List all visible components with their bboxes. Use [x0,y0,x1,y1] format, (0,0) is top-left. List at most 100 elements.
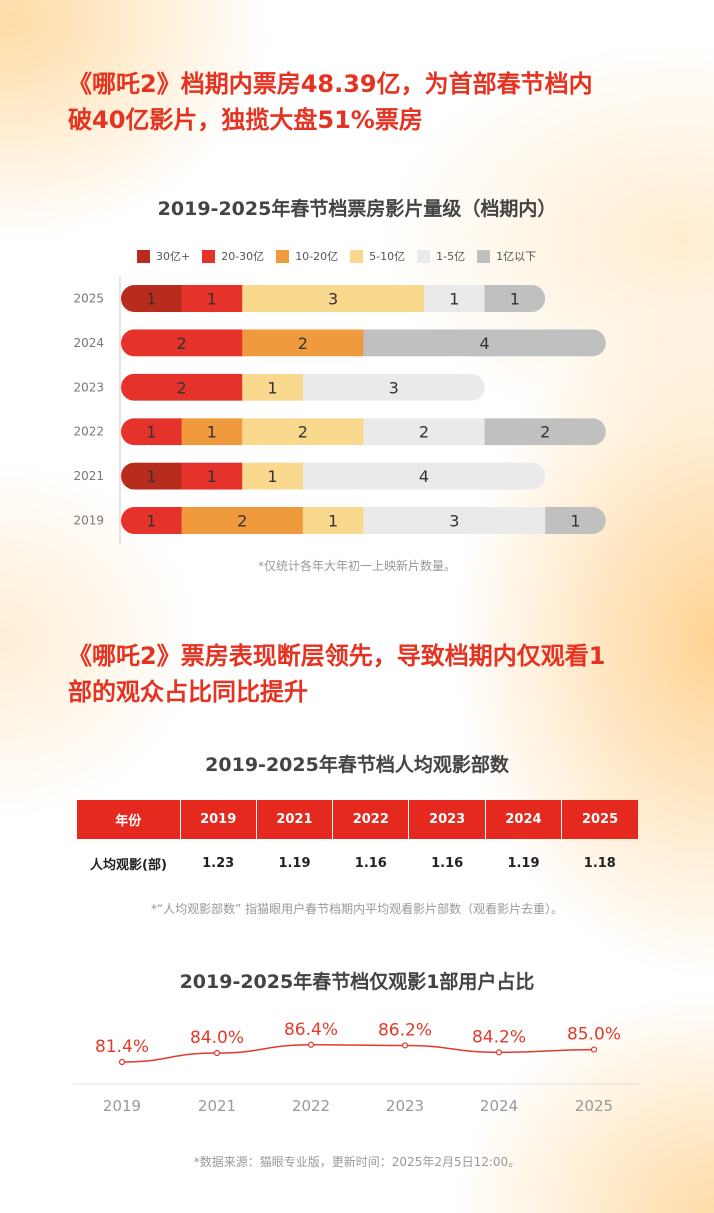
bar-segment [302,462,546,490]
bar-data-label: 2 [177,334,187,353]
legend-label: 1亿以下 [496,250,537,263]
bar-segment [121,507,183,534]
bar-data-label: 2 [237,512,247,531]
legend-swatch [417,249,431,263]
point-value-label: 84.2% [472,1027,526,1047]
bar-row [121,329,606,357]
bar-data-label: 4 [480,334,490,353]
legend-item: 1-5亿 [417,248,465,264]
x-tick-label: 2024 [480,1097,518,1115]
bar-segment [181,507,304,534]
bar-segment [242,418,364,446]
table-header-year: 2023 [408,800,486,839]
data-point [307,1041,315,1048]
legend-item: 20-30亿 [202,248,264,264]
table-row: 人均观影(部) 1.23 1.19 1.16 1.16 1.19 1.18 [77,839,638,887]
bar-data-label: 2 [298,334,308,353]
bar-segment [242,285,425,312]
bar-segment [242,462,304,490]
legend-item: 30亿+ [137,248,190,264]
bar-data-label: 1 [146,467,156,486]
stacked-bar-chart: 2025 1 1 3 1 1 2024 2 2 4 2023 2 1 3 2022 1 1 2 2 2 2021 1 1 1 4… [73,276,606,544]
bar-row [121,285,546,312]
bar-segment [363,418,486,446]
chart-2-note: *“人均观影部数” 指猫眼用户春节档期内平均观看影片部数（观看影片去重）。 [150,902,564,916]
point-value-label: 84.0% [190,1028,244,1048]
bar-segment [181,462,243,490]
legend-label: 20-30亿 [221,250,265,263]
headline-1-line-1: 《哪吒2》档期内票房48.39亿，为首部春节档内 [68,70,593,98]
table-cell: 1.23 [202,855,235,871]
point-value-label: 86.2% [378,1020,432,1040]
data-point [590,1046,598,1053]
bar-data-label: 1 [146,512,156,531]
y-tick-label: 2021 [73,469,104,483]
bar-data-label: 2 [419,423,429,442]
table-header-label: 年份 [77,800,180,839]
table-cell: 1.16 [354,855,387,871]
point-value-label: 85.0% [567,1025,621,1045]
bar-data-label: 1 [207,290,217,309]
table-cell: 1.19 [507,855,540,871]
table-header-year: 2022 [332,800,409,839]
table-header-row: 年份 2019 2021 2022 2023 2024 2025 [77,800,638,839]
bar-segment [121,373,243,401]
data-point [401,1042,409,1049]
bar-segment [121,329,243,357]
bar-segment [242,373,304,401]
bar-segment [121,285,183,312]
bar-data-label: 2 [177,378,187,397]
chart-1-title: 2019-2025年春节档票房影片量级（档期内） [157,198,557,220]
chart-1-legend: 30亿+ 20-30亿 10-20亿 5-10亿 1-5亿 1亿以下 [137,248,548,264]
bar-data-label: 1 [267,378,277,397]
table-cell: 1.16 [431,855,464,871]
data-series-line [121,1043,595,1063]
bar-segment [181,418,243,446]
legend-label: 5-10亿 [369,250,406,263]
table-row-label: 人均观影(部) [90,857,167,873]
table-header-year: 2025 [561,800,638,839]
legend-item: 1亿以下 [477,248,536,264]
bar-data-label: 1 [267,467,277,486]
bar-segment [302,373,485,401]
x-tick-label: 2021 [198,1097,236,1115]
x-tick-label: 2022 [292,1097,330,1115]
bar-row [121,418,606,446]
table-cell: 1.18 [583,855,616,871]
bar-segment [484,418,606,446]
headline-1-line-2: 破40亿影片，独揽大盘51%票房 [68,106,423,134]
legend-swatch [137,249,150,263]
point-value-label: 81.4% [95,1037,149,1057]
x-tick-label: 2023 [386,1097,424,1115]
bar-data-label: 1 [146,423,156,442]
legend-swatch [202,249,216,263]
data-point [118,1058,126,1066]
table-header-year: 2024 [484,800,562,839]
bar-data-label: 1 [207,423,217,442]
bar-segment [363,507,546,534]
bar-segment [121,462,183,490]
legend-item: 10-20亿 [276,248,338,264]
line-chart: 81.4% 2019 84.0% 2021 86.4% 2022 86.2% 2023 84.2… [73,1020,641,1115]
bar-segment [242,329,364,357]
bar-row [121,373,485,401]
x-tick-label: 2019 [103,1097,141,1115]
bar-data-label: 2 [298,423,308,442]
per-capita-table: 年份 2019 2021 2022 2023 2024 2025 人均观影(部)… [77,800,638,887]
y-tick-label: 2023 [73,380,104,394]
legend-swatch [276,249,290,263]
bar-row [121,507,606,534]
y-tick-label: 2024 [73,336,104,350]
headline-1: 《哪吒2》档期内票房48.39亿，为首部春节档内 破40亿影片，独揽大盘51%票… [68,66,668,138]
bar-segment [181,285,243,312]
headline-2: 《哪吒2》票房表现断层领先，导致档期内仅观看1 部的观众占比同比提升 [68,638,668,710]
table-header-year: 2021 [255,800,333,839]
table-cell: 1.19 [278,855,311,871]
data-point [495,1049,503,1056]
data-point [213,1049,221,1057]
y-tick-label: 2022 [73,425,104,439]
headline-2-line-1: 《哪吒2》票房表现断层领先，导致档期内仅观看1 [68,642,606,670]
bar-data-label: 1 [570,512,580,531]
bar-data-label: 1 [207,467,217,486]
